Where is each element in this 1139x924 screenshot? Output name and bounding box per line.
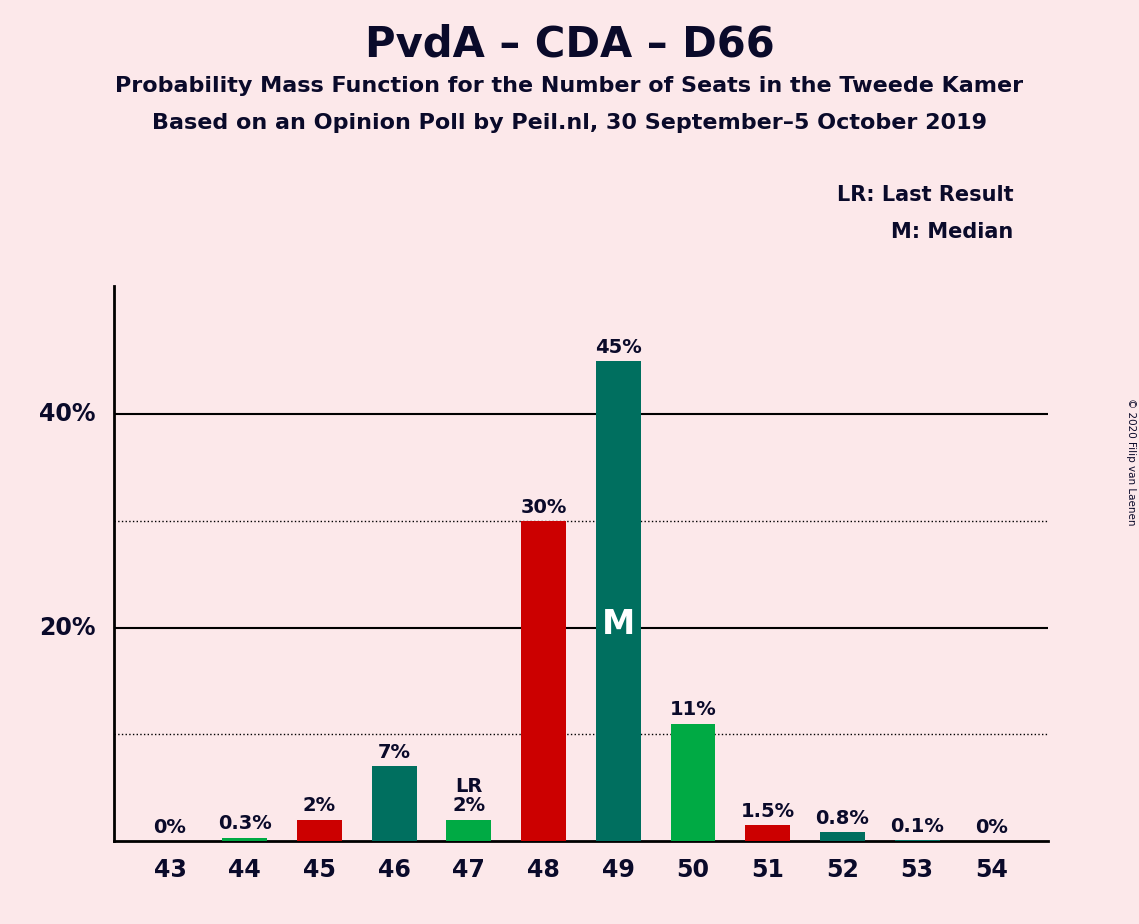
Text: 7%: 7% bbox=[378, 743, 410, 762]
Text: 0.1%: 0.1% bbox=[891, 817, 944, 835]
Text: 0%: 0% bbox=[975, 818, 1008, 836]
Text: 2%: 2% bbox=[452, 796, 485, 815]
Bar bbox=[446, 820, 491, 841]
Text: 30%: 30% bbox=[521, 498, 567, 517]
Bar bbox=[522, 521, 566, 841]
Text: 20%: 20% bbox=[39, 615, 96, 639]
Text: PvdA – CDA – D66: PvdA – CDA – D66 bbox=[364, 23, 775, 65]
Text: © 2020 Filip van Laenen: © 2020 Filip van Laenen bbox=[1126, 398, 1136, 526]
Text: 11%: 11% bbox=[670, 700, 716, 719]
Bar bbox=[222, 838, 267, 841]
Bar bbox=[297, 820, 342, 841]
Bar bbox=[895, 840, 940, 841]
Text: 0%: 0% bbox=[154, 818, 187, 836]
Text: M: M bbox=[601, 608, 634, 641]
Text: 0.8%: 0.8% bbox=[816, 809, 869, 828]
Text: 45%: 45% bbox=[595, 338, 641, 357]
Text: 40%: 40% bbox=[39, 402, 96, 426]
Bar bbox=[371, 766, 417, 841]
Text: Probability Mass Function for the Number of Seats in the Tweede Kamer: Probability Mass Function for the Number… bbox=[115, 76, 1024, 96]
Bar bbox=[820, 833, 865, 841]
Text: LR: LR bbox=[456, 777, 483, 796]
Bar bbox=[745, 825, 790, 841]
Text: 1.5%: 1.5% bbox=[740, 802, 795, 821]
Text: LR: Last Result: LR: Last Result bbox=[837, 185, 1014, 205]
Bar bbox=[671, 723, 715, 841]
Text: Based on an Opinion Poll by Peil.nl, 30 September–5 October 2019: Based on an Opinion Poll by Peil.nl, 30 … bbox=[151, 113, 988, 133]
Text: 0.3%: 0.3% bbox=[218, 814, 271, 833]
Text: 2%: 2% bbox=[303, 796, 336, 815]
Bar bbox=[596, 361, 640, 841]
Text: M: Median: M: Median bbox=[892, 222, 1014, 242]
